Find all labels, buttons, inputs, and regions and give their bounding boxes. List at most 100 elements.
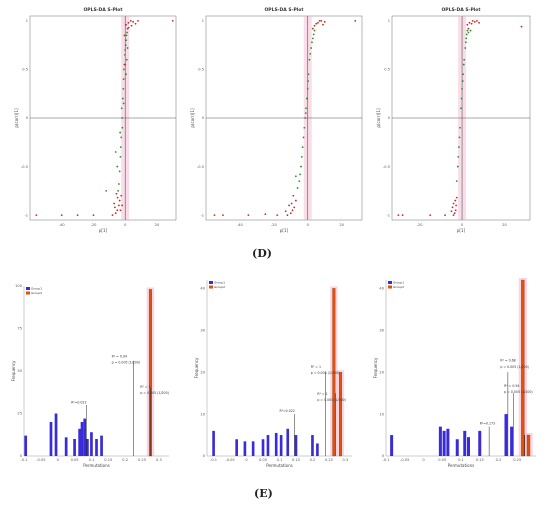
- bar-group1: [455, 439, 459, 456]
- data-point-red: [467, 27, 470, 30]
- bar-group1: [438, 426, 442, 456]
- data-point-green: [299, 173, 302, 176]
- data-point-green: [121, 97, 124, 100]
- legend-swatch-group2: [26, 291, 30, 295]
- data-point-green: [466, 29, 469, 32]
- x-tick-label: -0.05: [400, 458, 409, 462]
- data-point-green: [126, 31, 129, 34]
- x-axis-label: p[1]: [280, 228, 289, 233]
- legend-swatch-group1: [388, 281, 392, 284]
- data-point-red: [454, 199, 457, 202]
- y-tick-label: -0.5: [21, 165, 28, 169]
- data-point-green: [122, 78, 125, 81]
- data-point-red: [129, 19, 132, 22]
- bar-group1: [73, 439, 76, 456]
- legend-label-group1: Group1: [31, 287, 42, 291]
- bar-group1: [90, 432, 93, 456]
- bar-group1: [235, 439, 238, 456]
- x-axis-label: p[1]: [457, 228, 466, 233]
- data-point-red: [126, 27, 129, 30]
- bar-group1: [311, 435, 314, 456]
- data-point-red: [452, 214, 455, 217]
- data-point-red: [288, 204, 290, 207]
- bar-group1: [64, 437, 68, 456]
- x-tick-label: 0.2: [310, 458, 316, 462]
- data-point-green: [457, 155, 460, 158]
- y-tick-label: 0.5: [22, 68, 28, 72]
- data-point-red: [452, 202, 455, 205]
- data-point-red: [473, 20, 476, 23]
- y-tick-label: 20: [200, 370, 205, 374]
- bar-group1: [95, 439, 98, 456]
- legend-swatch-group1: [26, 287, 30, 290]
- data-point-red: [123, 34, 126, 37]
- r2-annotation: R² = 1: [317, 392, 327, 396]
- data-point-red: [311, 27, 314, 30]
- data-point-red: [453, 212, 456, 215]
- data-point-green: [308, 58, 311, 61]
- x-tick-label: -40: [237, 223, 244, 227]
- y-tick-label: 20: [379, 370, 384, 374]
- y-tick-label: -1: [386, 213, 390, 217]
- data-point-green: [302, 136, 305, 139]
- r2-annotation: p = 0.005 (1/200): [140, 391, 169, 395]
- perm-panel-1: -0.1 -0.05 0 0.05 0.1 0.15 0.2 0.25 0.3 0 25 50 75 10…: [10, 278, 175, 470]
- legend-label-group2: Group2: [31, 291, 42, 295]
- y-tick-label: -1: [200, 213, 204, 217]
- x-tick-label: 0.25: [513, 458, 521, 462]
- data-point-green: [304, 117, 307, 119]
- data-point-red: [121, 204, 123, 207]
- x-tick-label: 0.2: [496, 458, 502, 462]
- y-tick-label: 0: [388, 116, 391, 120]
- x-tick-label: -20: [91, 223, 98, 227]
- data-point-green: [307, 73, 310, 76]
- data-point-green: [309, 52, 312, 55]
- data-point-red: [76, 214, 79, 217]
- data-point-red: [35, 214, 38, 217]
- bar-group2: [332, 288, 336, 457]
- r2-annotation: p = 0.005 (1/200): [317, 398, 346, 402]
- x-tick-label: 0: [307, 223, 310, 227]
- splot-2: OPLS-DA S-Plot -40 -20 0 20 -1 -0.5 0 0.5 1 p[1] p(…: [190, 7, 363, 233]
- data-point-red: [132, 20, 135, 23]
- perm-panel-3: -0.1 -0.05 0 0.05 0.1 0.15 0.2 0.25 0 10 20 30 40 Per…: [372, 272, 542, 470]
- data-point-red: [284, 210, 287, 213]
- x-tick-label: 20: [502, 223, 507, 227]
- bar-group1: [279, 435, 283, 456]
- data-point-green: [125, 34, 128, 37]
- data-point-red: [397, 214, 400, 217]
- r2-annotation: R² = 0.94: [112, 354, 127, 358]
- data-point-red: [401, 214, 404, 217]
- x-tick-label: 0.15: [104, 458, 112, 462]
- data-point-red: [289, 212, 292, 215]
- data-point-green: [467, 31, 470, 34]
- data-point-green: [122, 102, 125, 105]
- data-point-red: [468, 21, 471, 24]
- r2-annotation: R²=0.022: [280, 409, 295, 413]
- x-tick-label: 0: [57, 458, 60, 462]
- data-point-red: [124, 63, 127, 66]
- data-point-red: [247, 214, 250, 217]
- bar-group1: [100, 435, 103, 456]
- bar-group1: [83, 418, 87, 456]
- y-tick-label: 0: [20, 454, 23, 458]
- data-point-red: [354, 19, 357, 22]
- data-point-green: [307, 80, 309, 82]
- panel-label-d: (D): [252, 247, 272, 260]
- data-point-red: [114, 206, 116, 209]
- x-tick-label: 0.3: [156, 458, 162, 462]
- legend-swatch-group2: [209, 285, 213, 289]
- splot-panel-1: OPLS-DA S-Plot -40 -20 0 20 -1 -0.5 0 0.5 1 p[1] p(…: [12, 4, 180, 236]
- x-tick-label: -20: [417, 223, 424, 227]
- x-axis-label: Permutations: [266, 463, 293, 468]
- data-point-green: [461, 80, 464, 82]
- x-tick-label: -0.1: [210, 458, 217, 462]
- y-tick-label: -0.5: [197, 165, 204, 169]
- x-tick-label: 0.1: [277, 458, 283, 462]
- legend-swatch-group1: [209, 281, 213, 284]
- data-point-red: [120, 194, 123, 197]
- bar-group1: [212, 430, 215, 456]
- x-tick-label: 0.1: [458, 458, 464, 462]
- data-point-red: [125, 23, 127, 26]
- data-point-red: [292, 194, 295, 197]
